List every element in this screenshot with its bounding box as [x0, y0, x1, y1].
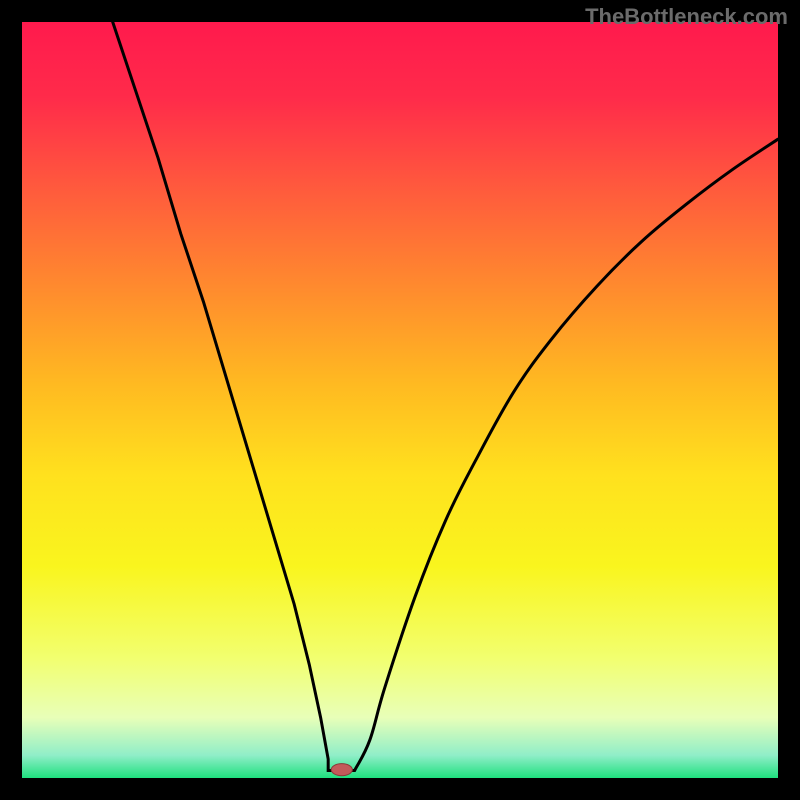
chart-svg [22, 22, 778, 778]
plot-area [22, 22, 778, 778]
figure-wrap: TheBottleneck.com [0, 0, 800, 800]
gradient-background [22, 22, 778, 778]
optimal-marker [331, 764, 352, 776]
watermark-text: TheBottleneck.com [585, 4, 788, 30]
